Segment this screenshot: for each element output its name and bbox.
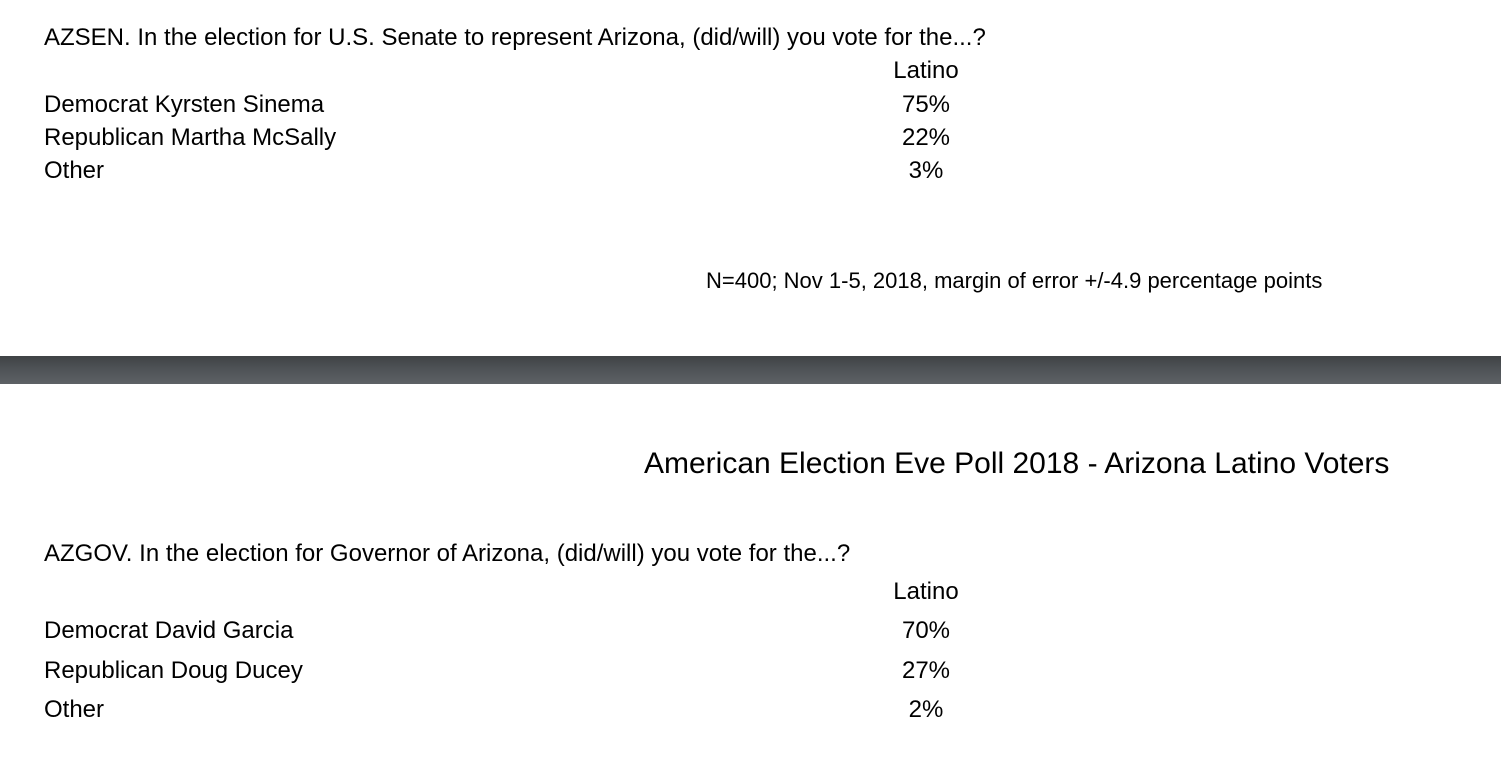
senate-row-label: Democrat Kyrsten Sinema bbox=[44, 91, 325, 118]
senate-column-header: Latino bbox=[893, 57, 959, 84]
senate-row-value: 3% bbox=[908, 157, 944, 184]
senate-question: AZSEN. In the election for U.S. Senate t… bbox=[44, 24, 986, 51]
page-senate: AZSEN. In the election for U.S. Senate t… bbox=[0, 0, 1501, 356]
governor-row-value: 2% bbox=[908, 696, 944, 723]
sample-note: N=400; Nov 1-5, 2018, margin of error +/… bbox=[706, 268, 1323, 293]
governor-question: AZGOV. In the election for Governor of A… bbox=[44, 540, 851, 567]
governor-row-label: Other bbox=[44, 696, 105, 723]
page-divider bbox=[0, 356, 1501, 384]
senate-row-value: 22% bbox=[901, 124, 951, 151]
page-governor: American Election Eve Poll 2018 - Arizon… bbox=[0, 384, 1501, 759]
governor-row-label: Democrat David Garcia bbox=[44, 617, 294, 644]
governor-row-value: 70% bbox=[901, 617, 951, 644]
senate-row-label: Other bbox=[44, 157, 105, 184]
governor-row-label: Republican Doug Ducey bbox=[44, 657, 303, 684]
page-title: American Election Eve Poll 2018 - Arizon… bbox=[644, 447, 1390, 480]
senate-row-label: Republican Martha McSally bbox=[44, 124, 337, 151]
governor-column-header: Latino bbox=[893, 578, 959, 605]
senate-row-value: 75% bbox=[901, 91, 951, 118]
governor-row-value: 27% bbox=[901, 657, 951, 684]
